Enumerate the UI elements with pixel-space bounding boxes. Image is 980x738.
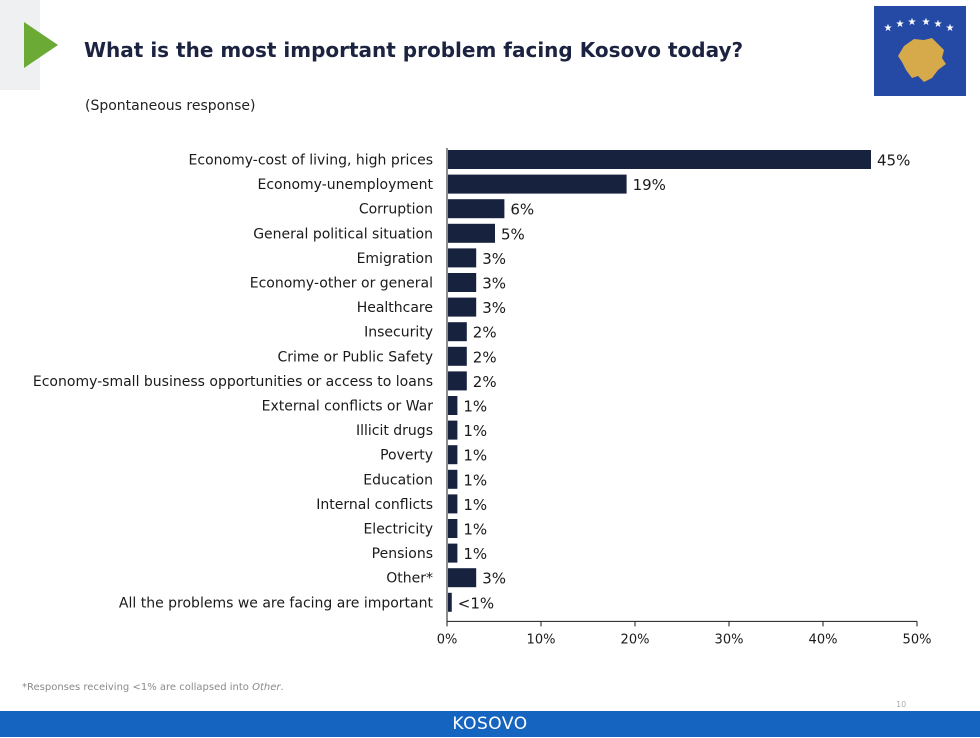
svg-text:★: ★ xyxy=(884,23,893,34)
bar xyxy=(448,174,627,194)
category-label: All the problems we are facing are impor… xyxy=(119,595,434,611)
data-label: 2% xyxy=(473,324,497,342)
page-title: What is the most important problem facin… xyxy=(84,38,744,62)
category-label: Healthcare xyxy=(357,300,433,316)
bar xyxy=(448,346,467,366)
data-label: 3% xyxy=(482,299,506,317)
bar xyxy=(448,396,458,415)
data-label: 1% xyxy=(463,496,487,514)
data-label: 1% xyxy=(463,398,487,416)
bar xyxy=(448,543,458,563)
data-label: 3% xyxy=(482,250,506,268)
category-label: Economy-unemployment xyxy=(257,177,433,193)
category-label: Economy-other or general xyxy=(250,276,433,292)
bar xyxy=(448,150,871,169)
data-label: 1% xyxy=(463,447,487,465)
category-label: Crime or Public Safety xyxy=(277,349,433,365)
category-label: Pensions xyxy=(372,546,433,562)
bar xyxy=(448,371,467,391)
x-tick-label: 40% xyxy=(809,632,838,647)
svg-text:★: ★ xyxy=(908,17,917,28)
bar xyxy=(448,469,458,489)
data-label: 1% xyxy=(463,545,487,563)
x-tick-label: 30% xyxy=(715,632,744,647)
category-label: General political situation xyxy=(253,226,433,242)
category-label: Electricity xyxy=(363,522,433,538)
category-label: Other* xyxy=(386,571,433,587)
x-tick-label: 50% xyxy=(903,632,932,647)
category-label: Economy-cost of living, high prices xyxy=(189,153,433,169)
footer-bar: KOSOVO xyxy=(0,711,980,737)
svg-text:★: ★ xyxy=(934,19,943,30)
bar xyxy=(448,248,477,268)
footer-label: KOSOVO xyxy=(452,714,528,734)
data-label: 6% xyxy=(510,201,534,219)
page-subtitle: (Spontaneous response) xyxy=(85,98,256,114)
category-label: Internal conflicts xyxy=(316,497,433,513)
category-label: Poverty xyxy=(380,448,433,464)
x-tick-label: 10% xyxy=(527,632,556,647)
category-label: Corruption xyxy=(359,202,433,218)
x-tick-label: 0% xyxy=(437,632,458,647)
bar xyxy=(448,297,477,317)
kosovo-flag-icon: ★ ★ ★ ★ ★ ★ xyxy=(874,6,966,96)
category-label: External conflicts or War xyxy=(262,399,434,415)
data-label: 5% xyxy=(501,225,525,243)
footnote: *Responses receiving <1% are collapsed i… xyxy=(22,682,284,693)
bar xyxy=(448,445,458,465)
bar xyxy=(448,568,477,588)
bar xyxy=(448,199,505,219)
data-label: 2% xyxy=(473,348,497,366)
bar xyxy=(448,519,458,538)
data-label: 1% xyxy=(463,422,487,440)
bar xyxy=(448,273,477,292)
svg-text:★: ★ xyxy=(896,19,905,30)
data-label: 3% xyxy=(482,275,506,293)
slide-accent-arrow-icon xyxy=(0,0,58,90)
data-label: 1% xyxy=(463,471,487,489)
bar xyxy=(448,592,452,612)
svg-text:★: ★ xyxy=(946,23,955,34)
category-label: Emigration xyxy=(357,251,433,267)
data-label: <1% xyxy=(458,594,494,612)
data-label: 3% xyxy=(482,570,506,588)
bar-chart: Economy-cost of living, high prices 45% Ec… xyxy=(33,148,932,647)
bar xyxy=(448,494,458,514)
data-label: 19% xyxy=(633,176,666,194)
svg-text:★: ★ xyxy=(922,17,931,28)
category-label: Insecurity xyxy=(364,325,433,341)
bar xyxy=(448,322,467,342)
page-number: 10 xyxy=(896,700,907,709)
bar xyxy=(448,223,495,243)
bar xyxy=(448,420,458,440)
category-label: Education xyxy=(363,472,433,488)
data-label: 2% xyxy=(473,373,497,391)
data-label: 1% xyxy=(463,521,487,539)
category-label: Illicit drugs xyxy=(356,423,433,439)
category-label: Economy-small business opportunities or … xyxy=(33,374,433,390)
data-label: 45% xyxy=(877,152,910,170)
x-tick-label: 20% xyxy=(621,632,650,647)
